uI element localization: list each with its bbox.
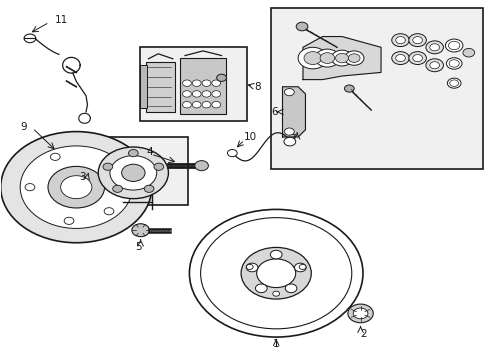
Circle shape <box>20 146 132 228</box>
Circle shape <box>296 22 307 31</box>
Circle shape <box>344 85 353 92</box>
Circle shape <box>104 208 114 215</box>
Circle shape <box>61 176 92 199</box>
Circle shape <box>347 54 359 62</box>
Circle shape <box>25 184 35 191</box>
Bar <box>140 47 246 121</box>
Circle shape <box>449 80 458 86</box>
Circle shape <box>447 78 460 88</box>
Circle shape <box>202 102 210 108</box>
Bar <box>180 58 226 114</box>
Circle shape <box>299 264 305 269</box>
Circle shape <box>189 210 362 337</box>
Circle shape <box>391 51 408 64</box>
Circle shape <box>462 48 474 57</box>
Circle shape <box>144 185 154 192</box>
Circle shape <box>298 47 327 69</box>
Circle shape <box>284 137 295 146</box>
Circle shape <box>192 80 201 86</box>
Circle shape <box>395 54 405 62</box>
Circle shape <box>445 39 462 52</box>
Text: 8: 8 <box>254 82 260 92</box>
Circle shape <box>272 291 279 296</box>
Circle shape <box>48 166 104 208</box>
Circle shape <box>395 37 405 44</box>
Text: 5: 5 <box>135 242 141 252</box>
Circle shape <box>182 102 191 108</box>
Polygon shape <box>282 87 305 137</box>
Circle shape <box>211 91 220 97</box>
Circle shape <box>330 50 352 66</box>
Circle shape <box>412 54 422 62</box>
Circle shape <box>103 163 112 170</box>
Circle shape <box>429 44 439 51</box>
Circle shape <box>98 147 168 199</box>
Circle shape <box>270 250 282 259</box>
Circle shape <box>24 34 36 42</box>
Circle shape <box>448 60 458 67</box>
Circle shape <box>347 304 372 323</box>
Circle shape <box>335 53 348 63</box>
Circle shape <box>425 41 443 54</box>
Text: 3: 3 <box>79 172 86 182</box>
Circle shape <box>194 161 208 171</box>
Circle shape <box>202 80 210 86</box>
Circle shape <box>211 102 220 108</box>
Circle shape <box>182 91 191 97</box>
Circle shape <box>408 34 426 46</box>
Circle shape <box>104 159 114 167</box>
Circle shape <box>246 264 253 269</box>
Circle shape <box>211 80 220 86</box>
Circle shape <box>216 74 226 81</box>
Circle shape <box>128 149 138 157</box>
Circle shape <box>256 259 295 288</box>
Circle shape <box>425 59 443 72</box>
Circle shape <box>0 132 152 243</box>
Bar <box>86 137 188 205</box>
Circle shape <box>429 62 439 69</box>
Circle shape <box>182 80 191 86</box>
Circle shape <box>447 41 459 50</box>
Circle shape <box>202 91 210 97</box>
Circle shape <box>412 37 422 44</box>
Circle shape <box>112 185 122 192</box>
Text: 9: 9 <box>21 122 27 132</box>
Circle shape <box>391 34 408 46</box>
Text: 1: 1 <box>272 339 279 349</box>
Bar <box>271 8 483 169</box>
Circle shape <box>192 91 201 97</box>
Bar <box>146 62 175 112</box>
Circle shape <box>255 284 266 293</box>
Text: 11: 11 <box>55 15 68 26</box>
Circle shape <box>192 102 201 108</box>
Circle shape <box>284 128 294 135</box>
Text: 6: 6 <box>271 107 278 117</box>
Circle shape <box>315 49 339 67</box>
Polygon shape <box>303 37 380 80</box>
Text: 2: 2 <box>360 329 366 339</box>
Circle shape <box>285 284 296 293</box>
Circle shape <box>227 149 237 157</box>
Text: 7: 7 <box>288 134 295 144</box>
Circle shape <box>110 156 157 190</box>
Circle shape <box>132 224 149 237</box>
Circle shape <box>241 247 311 299</box>
Circle shape <box>294 263 305 272</box>
Circle shape <box>284 89 294 96</box>
Circle shape <box>352 308 367 319</box>
Circle shape <box>246 263 257 272</box>
Circle shape <box>50 153 60 161</box>
Circle shape <box>304 51 321 64</box>
Circle shape <box>408 51 426 64</box>
Text: 10: 10 <box>244 132 256 142</box>
Circle shape <box>344 51 363 65</box>
Text: 4: 4 <box>146 147 152 157</box>
Circle shape <box>154 163 163 170</box>
Circle shape <box>122 164 145 181</box>
Circle shape <box>200 218 351 329</box>
Circle shape <box>320 53 334 63</box>
Circle shape <box>446 58 461 69</box>
Circle shape <box>64 217 74 224</box>
Bar <box>140 65 147 108</box>
